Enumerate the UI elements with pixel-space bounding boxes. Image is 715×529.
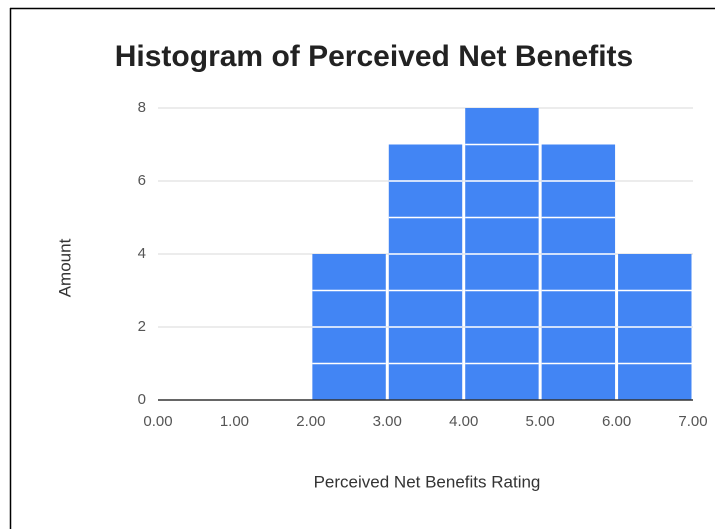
x-tick-label: 7.00 [678, 413, 707, 430]
y-tick-label: 6 [138, 172, 146, 189]
y-tick-label: 2 [138, 318, 146, 335]
bar [541, 144, 616, 400]
x-tick-label: 5.00 [526, 413, 555, 430]
x-tick-label: 3.00 [373, 413, 402, 430]
x-tick-label: 6.00 [602, 413, 631, 430]
x-tick-label: 2.00 [296, 413, 325, 430]
y-axis-label: Amount [55, 238, 74, 297]
x-axis-label: Perceived Net Benefits Rating [314, 472, 541, 491]
y-tick-label: 8 [138, 99, 146, 116]
y-tick-label: 4 [138, 245, 146, 262]
x-tick-label: 4.00 [449, 413, 478, 430]
bar [388, 144, 463, 400]
y-tick-label: 0 [138, 391, 146, 408]
x-tick-label: 0.00 [143, 413, 172, 430]
x-tick-label: 1.00 [220, 413, 249, 430]
chart-title: Histogram of Perceived Net Benefits [115, 40, 633, 73]
